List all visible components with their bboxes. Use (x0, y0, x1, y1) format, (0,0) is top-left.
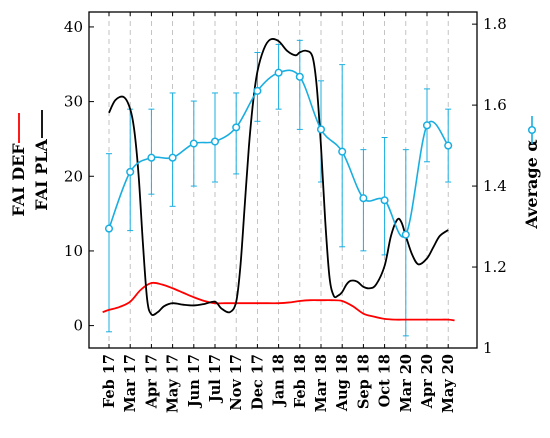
x-tick-label: Nov 17 (228, 354, 245, 411)
left-tick-label: 40 (64, 18, 83, 36)
alpha-point (126, 167, 135, 176)
x-tick-label: Sep 18 (355, 354, 372, 409)
x-tick-label: Apr 20 (419, 354, 436, 409)
average-alpha-label: Average α (522, 139, 541, 229)
x-tick-label: Jul 17 (207, 354, 224, 404)
alpha-point (444, 141, 453, 150)
left-tick-label: 20 (64, 167, 83, 185)
fai-def-label: FAI DEF (9, 143, 28, 217)
alpha-point (104, 224, 114, 233)
x-tick-label: Jan 18 (271, 354, 288, 408)
alpha-point (210, 137, 220, 146)
plot-frame (88, 11, 478, 349)
x-tick-label: Feb 17 (101, 354, 118, 408)
x-axis-ticks: Feb 17 Mar 17 Apr 17 May 17 Jun 17 Jul 17 Nov … (101, 12, 457, 413)
left-axis-ticks: 0 10 20 30 40 (64, 18, 94, 335)
alpha-legend-marker (527, 125, 537, 135)
right-tick-label: 1 (483, 339, 493, 357)
alpha-point (316, 125, 326, 134)
series-markers (104, 68, 453, 239)
left-tick-label: 30 (64, 93, 83, 111)
alpha-point (338, 147, 347, 156)
x-tick-label: Mar 18 (313, 354, 330, 412)
right-axis-legend: Average α (522, 116, 541, 230)
x-tick-label: Feb 18 (292, 354, 309, 408)
right-axis-ticks: 1 1.2 1.4 1.6 1.8 (472, 15, 507, 357)
x-tick-label: Jun 17 (186, 354, 203, 409)
alpha-point (401, 230, 410, 239)
alpha-point (274, 68, 283, 77)
alpha-point (168, 153, 177, 162)
right-tick-label: 1.2 (483, 258, 507, 276)
fai-pla-label: FAI PLA (32, 139, 51, 211)
alpha-point (189, 139, 198, 148)
x-tick-label: Aug 18 (334, 354, 351, 412)
fai-pla-line (108, 38, 449, 317)
right-tick-label: 1.4 (483, 177, 507, 195)
alpha-point (253, 86, 262, 95)
x-tick-label: Apr 17 (143, 354, 160, 409)
x-tick-label: May 17 (165, 354, 182, 413)
left-tick-label: 10 (64, 242, 83, 260)
right-tick-label: 1.6 (483, 96, 507, 114)
alpha-point (295, 72, 304, 81)
x-tick-label: Oct 18 (377, 354, 394, 407)
alpha-point (147, 153, 156, 162)
alpha-point (422, 121, 432, 130)
x-tick-label: Mar 17 (122, 354, 139, 412)
x-tick-label: May 20 (440, 354, 457, 413)
right-tick-label: 1.8 (483, 15, 507, 33)
x-tick-label: Dec 17 (249, 354, 266, 410)
alpha-point (359, 194, 368, 203)
fai-def-line (102, 281, 455, 322)
x-tick-label: Mar 20 (398, 354, 415, 412)
alpha-point (232, 123, 241, 132)
left-axis-legend: FAI DEF FAI PLA (9, 110, 51, 217)
alpha-point (380, 196, 389, 205)
left-tick-label: 0 (73, 317, 83, 335)
